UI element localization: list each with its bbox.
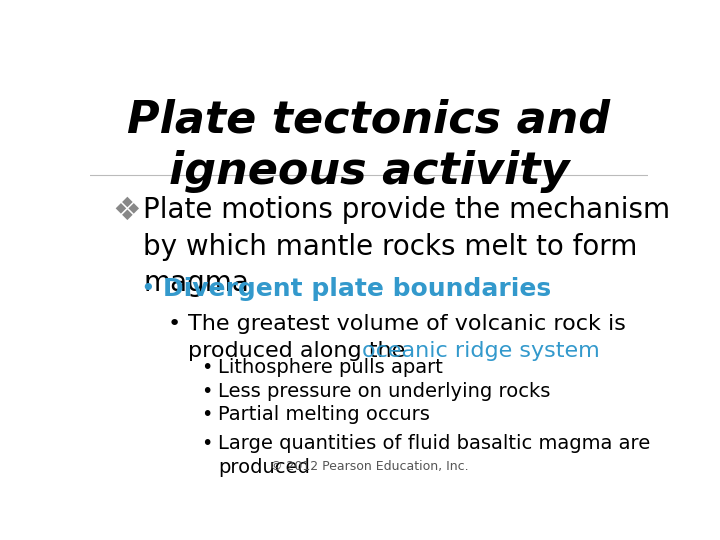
Text: •: •	[140, 277, 155, 301]
Text: The greatest volume of volcanic rock is: The greatest volume of volcanic rock is	[188, 314, 626, 334]
Text: •: •	[202, 406, 213, 424]
Text: ❖: ❖	[112, 196, 141, 227]
Text: © 2012 Pearson Education, Inc.: © 2012 Pearson Education, Inc.	[270, 460, 468, 473]
Text: Plate motions provide the mechanism
by which mantle rocks melt to form
magma: Plate motions provide the mechanism by w…	[143, 196, 670, 298]
Text: •: •	[202, 434, 213, 453]
Text: Less pressure on underlying rocks: Less pressure on underlying rocks	[218, 382, 551, 401]
Text: Divergent plate boundaries: Divergent plate boundaries	[163, 277, 551, 301]
Text: •: •	[202, 358, 213, 377]
Text: oceanic ridge system: oceanic ridge system	[361, 341, 599, 361]
Text: Plate tectonics and
igneous activity: Plate tectonics and igneous activity	[127, 98, 611, 193]
Text: •: •	[168, 314, 181, 334]
Text: Partial melting occurs: Partial melting occurs	[218, 406, 431, 424]
Text: produced along the: produced along the	[188, 341, 412, 361]
Text: Large quantities of fluid basaltic magma are
produced: Large quantities of fluid basaltic magma…	[218, 434, 651, 477]
Text: Lithosphere pulls apart: Lithosphere pulls apart	[218, 358, 444, 377]
Text: •: •	[202, 382, 213, 401]
